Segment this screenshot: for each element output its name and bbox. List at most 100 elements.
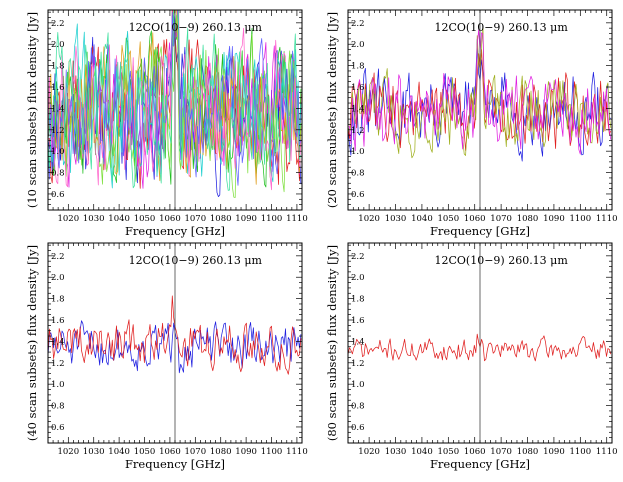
x-tick-label: 1100 bbox=[261, 214, 283, 224]
series-line-2 bbox=[348, 49, 612, 151]
y-tick-label: 1.8 bbox=[351, 295, 365, 305]
series-line-3 bbox=[348, 26, 612, 159]
y-tick-label: 1.0 bbox=[351, 147, 365, 157]
y-tick-label: 1.2 bbox=[51, 126, 65, 136]
y-tick-label: 0.8 bbox=[51, 402, 65, 412]
y-tick-label: 1.8 bbox=[51, 295, 65, 305]
y-tick-label: 0.6 bbox=[51, 423, 65, 433]
y-tick-label: 1.6 bbox=[51, 316, 65, 326]
y-tick-label: 1.4 bbox=[351, 104, 365, 114]
x-tick-label: 1050 bbox=[134, 447, 156, 457]
series-line-1 bbox=[348, 333, 612, 362]
y-tick-label: 0.6 bbox=[351, 190, 365, 200]
y-tick-label: 1.4 bbox=[51, 104, 65, 114]
y-tick-label: 1.6 bbox=[351, 316, 365, 326]
series-line-10 bbox=[48, 10, 302, 191]
y-tick-label: 1.2 bbox=[351, 359, 365, 369]
x-axis-title: Frequency [GHz] bbox=[125, 457, 225, 471]
y-axis-title: (20 scan subsets) flux density [Jy] bbox=[325, 12, 339, 208]
y-axis-title: (40 scan subsets) flux density [Jy] bbox=[25, 245, 39, 441]
x-tick-label: 1110 bbox=[596, 447, 618, 457]
y-tick-label: 2.0 bbox=[51, 40, 65, 50]
panel-title: 12CO(10−9) 260.13 μm bbox=[129, 254, 263, 267]
x-tick-label: 1050 bbox=[437, 214, 459, 224]
x-tick-label: 1020 bbox=[358, 214, 380, 224]
x-tick-label: 1070 bbox=[184, 214, 206, 224]
x-tick-label: 1020 bbox=[358, 447, 380, 457]
series-group bbox=[348, 26, 612, 162]
y-tick-label: 2.2 bbox=[351, 252, 365, 262]
y-tick-label: 0.8 bbox=[51, 169, 65, 179]
y-tick-label: 1.4 bbox=[51, 337, 65, 347]
y-tick-label: 2.0 bbox=[351, 273, 365, 283]
x-tick-label: 1070 bbox=[490, 447, 512, 457]
x-tick-label: 1110 bbox=[286, 214, 308, 224]
y-tick-label: 1.0 bbox=[51, 380, 65, 390]
panel-title: 12CO(10−9) 260.13 μm bbox=[129, 21, 263, 34]
x-tick-label: 1090 bbox=[543, 447, 565, 457]
y-tick-label: 2.2 bbox=[51, 252, 65, 262]
x-tick-label: 1080 bbox=[210, 447, 232, 457]
series-group bbox=[348, 333, 612, 362]
x-tick-label: 1090 bbox=[543, 214, 565, 224]
x-tick-label: 1020 bbox=[57, 447, 79, 457]
series-line-9 bbox=[48, 10, 302, 186]
series-line-4 bbox=[348, 29, 612, 155]
x-tick-label: 1070 bbox=[490, 214, 512, 224]
x-tick-label: 1100 bbox=[569, 447, 591, 457]
x-axis-title: Frequency [GHz] bbox=[430, 457, 530, 471]
y-tick-label: 0.8 bbox=[351, 169, 365, 179]
x-tick-label: 1070 bbox=[184, 447, 206, 457]
y-tick-label: 1.8 bbox=[351, 62, 365, 72]
y-tick-label: 1.2 bbox=[51, 359, 65, 369]
x-tick-label: 1020 bbox=[57, 214, 79, 224]
y-tick-label: 1.2 bbox=[351, 126, 365, 136]
x-tick-label: 1030 bbox=[385, 214, 407, 224]
x-tick-label: 1040 bbox=[411, 447, 433, 457]
chart-panel-2: 1020 1030 1040 1050 1060 1070 1080 1090 1100 1110… bbox=[325, 9, 618, 238]
x-tick-label: 1030 bbox=[385, 447, 407, 457]
series-line-1 bbox=[48, 320, 302, 374]
x-axis-title: Frequency [GHz] bbox=[125, 224, 225, 238]
y-tick-label: 2.0 bbox=[51, 273, 65, 283]
x-tick-label: 1060 bbox=[464, 447, 486, 457]
y-tick-label: 0.6 bbox=[351, 423, 365, 433]
y-tick-label: 1.4 bbox=[351, 337, 365, 347]
y-tick-label: 2.2 bbox=[351, 19, 365, 29]
panel-title: 12CO(10−9) 260.13 μm bbox=[434, 254, 568, 267]
y-tick-label: 1.6 bbox=[351, 83, 365, 93]
x-tick-label: 1090 bbox=[235, 447, 257, 457]
chart-panel-1: 1020 1030 1040 1050 1060 1070 1080 1090 1100 1110… bbox=[25, 9, 308, 238]
x-tick-label: 1060 bbox=[464, 214, 486, 224]
x-tick-label: 1050 bbox=[134, 214, 156, 224]
y-tick-label: 0.8 bbox=[351, 402, 365, 412]
x-tick-label: 1080 bbox=[517, 214, 539, 224]
y-tick-label: 1.6 bbox=[51, 83, 65, 93]
y-tick-label: 1.0 bbox=[351, 380, 365, 390]
x-tick-label: 1060 bbox=[159, 447, 181, 457]
series-group bbox=[48, 295, 302, 375]
x-tick-label: 1110 bbox=[596, 214, 618, 224]
x-tick-label: 1050 bbox=[437, 447, 459, 457]
x-tick-label: 1100 bbox=[261, 447, 283, 457]
y-axis-title: (10 scan subsets) flux density [Jy] bbox=[25, 12, 39, 208]
x-tick-label: 1090 bbox=[235, 214, 257, 224]
x-tick-label: 1040 bbox=[108, 447, 130, 457]
y-tick-label: 2.2 bbox=[51, 19, 65, 29]
y-tick-label: 1.0 bbox=[51, 147, 65, 157]
chart-panel-3: 1020 1030 1040 1050 1060 1070 1080 1090 1100 1110… bbox=[25, 242, 308, 471]
x-tick-label: 1080 bbox=[517, 447, 539, 457]
x-tick-label: 1080 bbox=[210, 214, 232, 224]
x-tick-label: 1060 bbox=[159, 214, 181, 224]
x-tick-label: 1030 bbox=[83, 447, 105, 457]
x-tick-label: 1040 bbox=[108, 214, 130, 224]
y-axis-title: (80 scan subsets) flux density [Jy] bbox=[325, 245, 339, 441]
x-tick-label: 1040 bbox=[411, 214, 433, 224]
series-line-7 bbox=[48, 14, 302, 198]
x-axis-title: Frequency [GHz] bbox=[430, 224, 530, 238]
x-tick-label: 1100 bbox=[569, 214, 591, 224]
y-tick-label: 0.6 bbox=[51, 190, 65, 200]
y-tick-label: 1.8 bbox=[51, 62, 65, 72]
panel-title: 12CO(10−9) 260.13 μm bbox=[434, 21, 568, 34]
